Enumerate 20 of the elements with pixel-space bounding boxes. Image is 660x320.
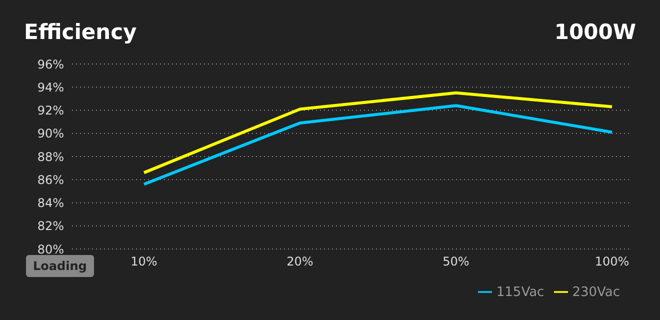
loading-button: Loading (26, 255, 94, 277)
y-tick-label: 92% (37, 104, 64, 118)
legend-label: 230Vac (572, 285, 620, 300)
x-tick-label: 50% (442, 254, 470, 269)
y-tick-label: 82% (37, 219, 64, 234)
y-tick-label: 88% (37, 150, 64, 164)
y-tick-label: 86% (37, 172, 64, 187)
legend-label: 115Vac (496, 285, 544, 300)
y-tick-label: 96% (37, 57, 64, 72)
x-tick-label: 10% (130, 254, 158, 269)
y-tick-label: 84% (37, 196, 64, 210)
line-series (142, 91, 614, 174)
chart-subtitle: 1000W (554, 20, 636, 44)
y-tick-label: 80% (37, 242, 64, 256)
chart-title: Efficiency (24, 20, 137, 44)
line-series (142, 104, 614, 186)
y-tick-label: 94% (37, 80, 64, 94)
x-tick-label: 100% (594, 254, 630, 269)
x-tick-label: 20% (286, 254, 314, 269)
y-tick-label: 90% (37, 126, 64, 141)
